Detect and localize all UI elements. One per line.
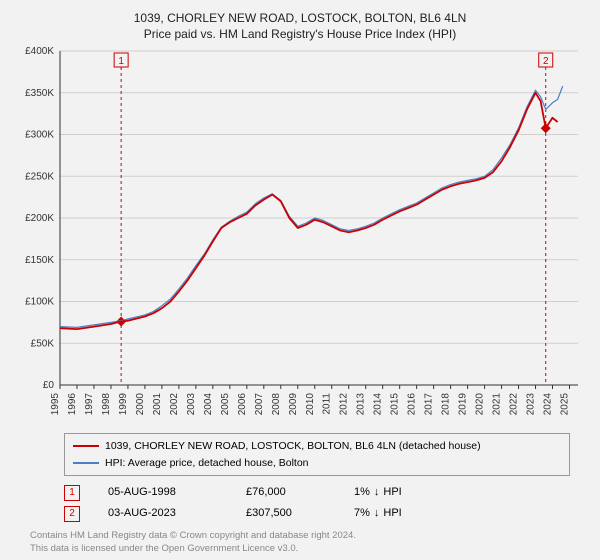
svg-text:2000: 2000 <box>135 392 146 415</box>
svg-text:2003: 2003 <box>186 392 197 415</box>
svg-text:2020: 2020 <box>475 392 486 415</box>
footer-attribution: Contains HM Land Registry data © Crown c… <box>30 530 570 556</box>
marker-price: £307,500 <box>246 503 326 524</box>
footer-line: Contains HM Land Registry data © Crown c… <box>30 530 570 543</box>
legend-item: 1039, CHORLEY NEW ROAD, LOSTOCK, BOLTON,… <box>73 438 561 455</box>
svg-text:£50K: £50K <box>31 338 55 349</box>
marker-date: 03-AUG-2023 <box>108 503 218 524</box>
svg-text:£250K: £250K <box>25 171 54 182</box>
svg-text:2007: 2007 <box>254 392 265 415</box>
svg-text:2019: 2019 <box>458 392 469 415</box>
svg-text:2011: 2011 <box>322 392 333 414</box>
svg-text:2005: 2005 <box>220 392 231 415</box>
down-arrow-icon: ↓ <box>374 503 380 524</box>
svg-text:1999: 1999 <box>118 392 129 415</box>
svg-text:2022: 2022 <box>509 392 520 415</box>
chart-area: £0 £50K £100K £150K £200K £250K £300K £350K £400… <box>10 47 590 427</box>
svg-text:£350K: £350K <box>25 88 54 99</box>
svg-text:2006: 2006 <box>237 392 248 415</box>
svg-text:2016: 2016 <box>407 392 418 415</box>
svg-text:2004: 2004 <box>203 392 214 415</box>
marker-pct-suffix: HPI <box>383 482 401 503</box>
svg-text:£100K: £100K <box>25 296 54 307</box>
marker-badge-2: 2 <box>64 506 80 522</box>
svg-text:1995: 1995 <box>50 392 61 415</box>
chart-title: 1039, CHORLEY NEW ROAD, LOSTOCK, BOLTON,… <box>10 10 590 27</box>
svg-text:2008: 2008 <box>271 392 282 415</box>
marker-pct: 7% ↓ HPI <box>354 503 434 524</box>
svg-text:2014: 2014 <box>373 392 384 415</box>
legend-label: HPI: Average price, detached house, Bolt… <box>105 455 309 472</box>
legend-item: HPI: Average price, detached house, Bolt… <box>73 455 561 472</box>
svg-text:1997: 1997 <box>84 392 95 415</box>
svg-text:£150K: £150K <box>25 255 54 266</box>
svg-text:2009: 2009 <box>288 392 299 415</box>
svg-text:2002: 2002 <box>169 392 180 415</box>
marker-pct-value: 1% <box>354 482 370 503</box>
legend-swatch <box>73 462 99 464</box>
marker-row: 2 03-AUG-2023 £307,500 7% ↓ HPI <box>64 503 570 524</box>
svg-text:2001: 2001 <box>152 392 163 415</box>
legend-swatch <box>73 445 99 447</box>
marker-pct: 1% ↓ HPI <box>354 482 434 503</box>
marker-table: 1 05-AUG-1998 £76,000 1% ↓ HPI 2 03-AUG-… <box>64 482 570 524</box>
footer-line: This data is licensed under the Open Gov… <box>30 543 570 556</box>
svg-text:2017: 2017 <box>424 392 435 415</box>
svg-text:2018: 2018 <box>441 392 452 415</box>
down-arrow-icon: ↓ <box>374 482 380 503</box>
svg-text:£300K: £300K <box>25 129 54 140</box>
svg-text:2023: 2023 <box>526 392 537 415</box>
svg-text:2012: 2012 <box>339 392 350 415</box>
svg-text:1996: 1996 <box>67 392 78 415</box>
marker-pct-value: 7% <box>354 503 370 524</box>
svg-text:2015: 2015 <box>390 392 401 415</box>
svg-text:1: 1 <box>118 56 124 67</box>
svg-text:2025: 2025 <box>560 392 571 415</box>
svg-text:2010: 2010 <box>305 392 316 415</box>
marker-pct-suffix: HPI <box>383 503 401 524</box>
svg-text:1998: 1998 <box>101 392 112 415</box>
legend-label: 1039, CHORLEY NEW ROAD, LOSTOCK, BOLTON,… <box>105 438 481 455</box>
marker-date: 05-AUG-1998 <box>108 482 218 503</box>
svg-text:£200K: £200K <box>25 213 54 224</box>
marker-price: £76,000 <box>246 482 326 503</box>
svg-text:2013: 2013 <box>356 392 367 415</box>
svg-text:2024: 2024 <box>543 392 554 415</box>
line-chart: £0 £50K £100K £150K £200K £250K £300K £350K £400… <box>10 47 590 427</box>
chart-subtitle: Price paid vs. HM Land Registry's House … <box>10 27 590 41</box>
svg-text:£0: £0 <box>43 380 55 391</box>
marker-badge-1: 1 <box>64 485 80 501</box>
svg-text:2021: 2021 <box>492 392 503 415</box>
marker-row: 1 05-AUG-1998 £76,000 1% ↓ HPI <box>64 482 570 503</box>
svg-text:£400K: £400K <box>25 47 54 57</box>
legend: 1039, CHORLEY NEW ROAD, LOSTOCK, BOLTON,… <box>64 433 570 477</box>
svg-text:2: 2 <box>543 56 549 67</box>
